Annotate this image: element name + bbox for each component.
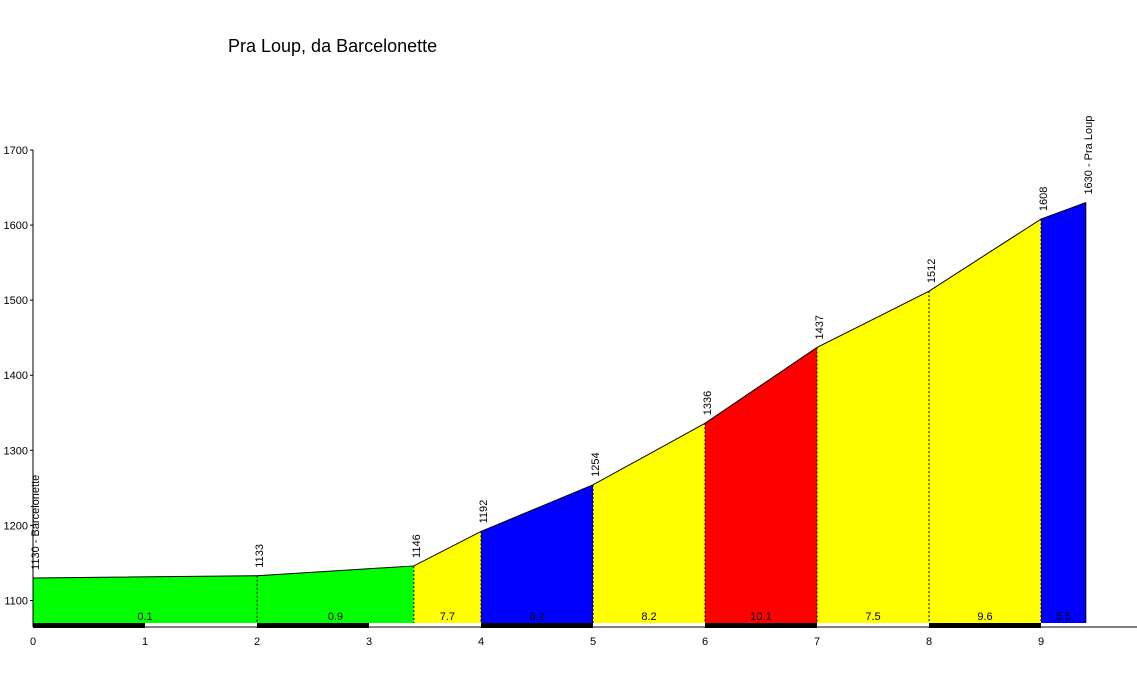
km-bar-segment bbox=[481, 623, 593, 628]
altitude-label: 1512 bbox=[926, 259, 938, 283]
profile-area-segment-7 bbox=[929, 219, 1041, 624]
y-tick-label: 1500 bbox=[4, 295, 28, 307]
km-bar-segment bbox=[705, 623, 817, 628]
altitude-label: 1336 bbox=[702, 391, 714, 415]
profile-area-segment-5 bbox=[705, 347, 817, 623]
x-tick-label: 6 bbox=[702, 636, 708, 648]
altitude-label: 1133 bbox=[254, 544, 266, 568]
y-tick-label: 1300 bbox=[4, 445, 28, 457]
gradient-label: 7.7 bbox=[440, 611, 455, 623]
altitude-labels: 1130 - Barcelonette 1133 1146 1192 1254 1336 1… bbox=[30, 116, 1095, 570]
gradient-label: 10.1 bbox=[750, 611, 771, 623]
gradient-label: 6.2 bbox=[529, 611, 544, 623]
altitude-label: 1608 bbox=[1038, 187, 1050, 211]
x-tick-label: 4 bbox=[478, 636, 484, 648]
y-tick-label: 1700 bbox=[4, 145, 28, 157]
km-bar-segment bbox=[929, 623, 1041, 628]
profile-area-segment-1 bbox=[33, 565, 414, 623]
altitude-label: 1130 - Barcelonette bbox=[30, 475, 42, 570]
gradient-label: 5.5 bbox=[1056, 611, 1071, 623]
altitude-label: 1146 bbox=[411, 534, 423, 558]
profile-area-segment-3 bbox=[481, 484, 593, 623]
altitude-label: 1254 bbox=[590, 452, 602, 476]
profile-area-segment-4 bbox=[593, 423, 705, 623]
profile-area-segment-6 bbox=[817, 291, 929, 623]
profile-areas bbox=[33, 202, 1086, 624]
km-bar-segment bbox=[257, 623, 369, 628]
y-tick-label: 1100 bbox=[4, 595, 28, 607]
km-bar bbox=[33, 623, 1041, 628]
gradient-label: 9.6 bbox=[977, 611, 992, 623]
x-tick-label: 3 bbox=[366, 636, 372, 648]
x-tick-label: 2 bbox=[254, 636, 260, 648]
gradient-label: 7.5 bbox=[865, 611, 880, 623]
gradient-label: 0.9 bbox=[328, 611, 343, 623]
profile-area-segment-8 bbox=[1041, 202, 1086, 624]
y-tick-label: 1400 bbox=[4, 370, 28, 382]
profile-outline bbox=[32, 202, 1086, 579]
x-tick-label: 9 bbox=[1038, 636, 1044, 648]
profile-line bbox=[32, 202, 1087, 623]
segment-dividers bbox=[256, 219, 1042, 623]
x-tick-label: 7 bbox=[814, 636, 820, 648]
x-tick-label: 8 bbox=[926, 636, 932, 648]
altitude-label: 1192 bbox=[478, 500, 490, 524]
y-tick-label: 1600 bbox=[4, 220, 28, 232]
profile-area-segment-2 bbox=[413, 531, 481, 623]
chart-title: Pra Loup, da Barcelonette bbox=[228, 36, 437, 56]
gradient-labels: 0.1 0.9 7.7 6.2 8.2 10.1 7.5 9.6 5.5 bbox=[137, 611, 1071, 623]
x-tick-label: 0 bbox=[30, 636, 36, 648]
y-tick-label: 1200 bbox=[4, 520, 28, 532]
gradient-label: 8.2 bbox=[641, 611, 656, 623]
altitude-label: 1630 - Pra Loup bbox=[1083, 116, 1095, 195]
x-tick-label: 5 bbox=[590, 636, 596, 648]
gradient-label: 0.1 bbox=[137, 611, 152, 623]
km-bar-segment bbox=[33, 623, 145, 628]
altitude-label: 1437 bbox=[814, 315, 826, 339]
x-tick-label: 1 bbox=[142, 636, 148, 648]
